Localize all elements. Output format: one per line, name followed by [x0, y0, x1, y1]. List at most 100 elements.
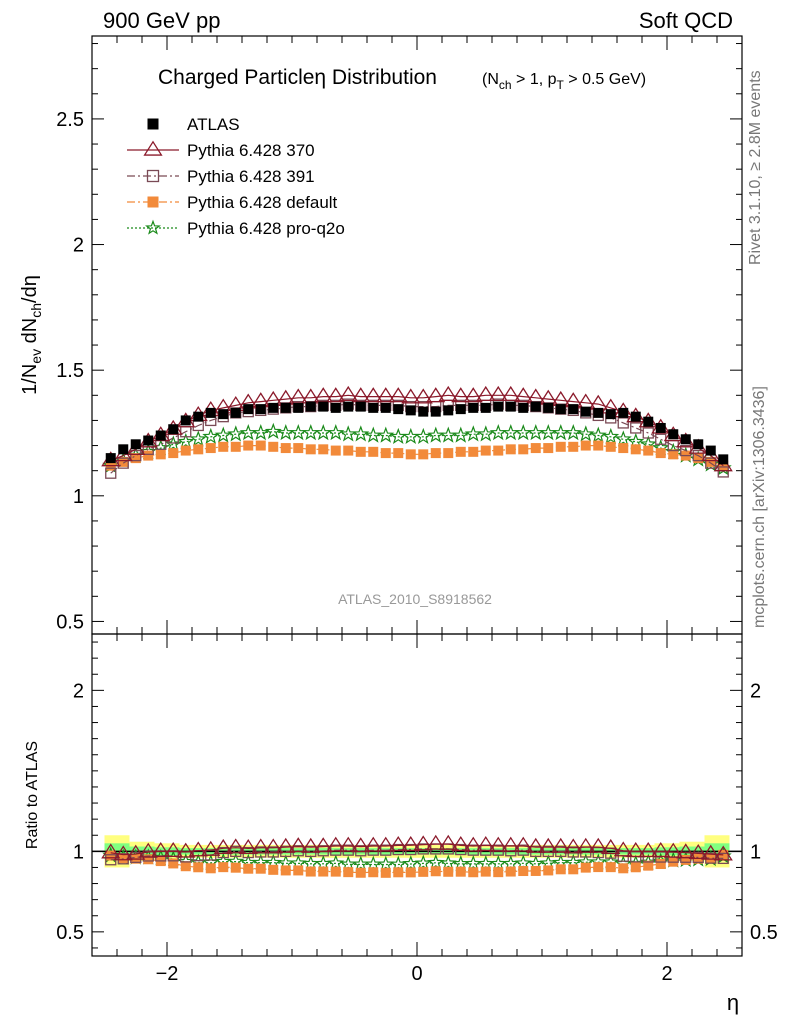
- point-atlas: [218, 409, 229, 420]
- point-atlas: [330, 402, 341, 413]
- point-atlas: [143, 435, 154, 446]
- point-pythia-6-428-pro-q2o: [327, 424, 345, 441]
- ratio-point-pythia-6-428-default: [443, 866, 454, 877]
- point-pythia-6-428-370: [488, 385, 508, 401]
- point-pythia-6-428-default: [268, 441, 279, 452]
- point-pythia-6-428-pro-q2o: [614, 430, 632, 447]
- ratio-point-pythia-6-428-default: [180, 861, 191, 872]
- ratio-point-pythia-6-428-pro-q2o: [327, 854, 345, 871]
- point-pythia-6-428-pro-q2o: [414, 427, 432, 445]
- ratio-point-pythia-6-428-370: [313, 837, 333, 853]
- ratio-point-pythia-6-428-default: [455, 866, 466, 877]
- point-pythia-6-428-default: [468, 446, 479, 457]
- legend-entry-pythia-6-428-default: Pythia 6.428 default: [127, 193, 338, 212]
- ratio-point-pythia-6-428-default: [293, 865, 304, 876]
- point-pythia-6-428-pro-q2o: [577, 425, 595, 442]
- ratio-point-pythia-6-428-370: [551, 837, 571, 853]
- point-pythia-6-428-pro-q2o: [252, 424, 270, 441]
- point-pythia-6-428-391: [617, 417, 629, 429]
- ratio-point-pythia-6-428-default: [530, 865, 541, 876]
- point-pythia-6-428-default: [705, 456, 716, 467]
- ratio-point-pythia-6-428-370: [513, 836, 533, 852]
- point-pythia-6-428-default: [568, 441, 579, 452]
- legend-entry-atlas: ATLAS: [147, 115, 240, 134]
- ratio-point-pythia-6-428-default: [568, 864, 579, 875]
- point-atlas: [130, 439, 141, 450]
- point-pythia-6-428-default: [505, 444, 516, 455]
- point-pythia-6-428-default: [305, 444, 316, 455]
- point-pythia-6-428-pro-q2o: [227, 425, 245, 442]
- ratio-point-pythia-6-428-370: [251, 838, 271, 854]
- legend-entry-pythia-6-428-pro-q2o: Pythia 6.428 pro-q2o: [127, 219, 345, 238]
- point-pythia-6-428-default: [205, 443, 216, 454]
- point-pythia-6-428-default: [605, 441, 616, 452]
- point-pythia-6-428-default: [430, 448, 441, 459]
- ratio-point-pythia-6-428-370: [326, 836, 346, 852]
- point-pythia-6-428-370: [388, 387, 408, 403]
- point-atlas: [418, 406, 429, 417]
- point-atlas: [705, 445, 716, 456]
- point-pythia-6-428-default: [443, 448, 454, 459]
- x-tick-label: −2: [156, 963, 179, 985]
- ratio-point-pythia-6-428-370: [338, 836, 358, 852]
- point-pythia-6-428-370: [376, 387, 396, 403]
- point-pythia-6-428-default: [118, 456, 129, 467]
- x-axis-label: η: [727, 990, 739, 1015]
- ratio-point-pythia-6-428-default: [368, 867, 379, 878]
- ratio-point-pythia-6-428-370: [238, 838, 258, 855]
- point-pythia-6-428-default: [155, 449, 166, 460]
- point-pythia-6-428-391: [705, 457, 717, 469]
- ratio-point-pythia-6-428-370: [163, 841, 183, 858]
- ratio-point-pythia-6-428-pro-q2o: [414, 854, 432, 871]
- point-pythia-6-428-pro-q2o: [202, 427, 220, 445]
- point-pythia-6-428-default: [218, 441, 229, 452]
- ratio-point-pythia-6-428-default: [168, 858, 179, 869]
- ratio-point-pythia-6-428-default: [230, 862, 241, 873]
- ratio-point-pythia-6-428-370: [576, 837, 596, 853]
- ratio-point-pythia-6-428-370: [126, 844, 146, 860]
- point-atlas: [280, 402, 291, 413]
- point-pythia-6-428-default: [330, 445, 341, 456]
- point-atlas: [580, 406, 591, 417]
- ratio-point-pythia-6-428-default: [468, 867, 479, 878]
- legend-label-pythia-6-428-391: Pythia 6.428 391: [187, 167, 315, 186]
- ratio-point-pythia-6-428-370: [188, 841, 208, 857]
- point-atlas: [380, 402, 391, 413]
- point-atlas: [530, 401, 541, 412]
- point-atlas: [180, 415, 191, 426]
- ratio-point-pythia-6-428-370: [101, 843, 121, 859]
- point-pythia-6-428-370: [313, 387, 333, 403]
- point-pythia-6-428-pro-q2o: [452, 426, 470, 443]
- ratio-point-pythia-6-428-370: [626, 841, 646, 858]
- point-atlas: [643, 416, 654, 427]
- point-atlas: [468, 402, 479, 413]
- point-pythia-6-428-pro-q2o: [552, 424, 570, 441]
- point-atlas: [568, 404, 579, 415]
- point-atlas: [205, 407, 216, 418]
- point-atlas: [368, 402, 379, 413]
- ratio-point-pythia-6-428-default: [280, 865, 291, 876]
- point-pythia-6-428-default: [280, 443, 291, 454]
- ratio-point-pythia-6-428-370: [463, 836, 483, 852]
- y-axis-label-ratio: Ratio to ATLAS: [24, 741, 41, 849]
- chart-title-qualifier: (Nch > 1, pT > 0.5 GeV): [482, 71, 646, 92]
- point-pythia-6-428-370: [463, 387, 483, 403]
- ratio-y-tick-label-right: 0.5: [750, 922, 778, 944]
- point-pythia-6-428-pro-q2o: [589, 426, 607, 443]
- point-atlas: [105, 453, 116, 464]
- ratio-point-pythia-6-428-370: [613, 841, 633, 857]
- ratio-point-pythia-6-428-default: [555, 864, 566, 875]
- point-pythia-6-428-default: [580, 440, 591, 451]
- x-tick-label: 0: [411, 963, 422, 985]
- point-pythia-6-428-370: [288, 388, 308, 404]
- ratio-point-pythia-6-428-default: [255, 863, 266, 874]
- ratio-point-pythia-6-428-default: [305, 866, 316, 877]
- main-y-tick-label: 1: [73, 486, 84, 508]
- point-pythia-6-428-pro-q2o: [464, 425, 482, 442]
- point-pythia-6-428-default: [380, 448, 391, 459]
- point-pythia-6-428-default: [318, 444, 329, 455]
- ratio-y-tick-label-left: 1: [73, 841, 84, 863]
- point-pythia-6-428-pro-q2o: [502, 424, 520, 441]
- point-pythia-6-428-default: [555, 441, 566, 452]
